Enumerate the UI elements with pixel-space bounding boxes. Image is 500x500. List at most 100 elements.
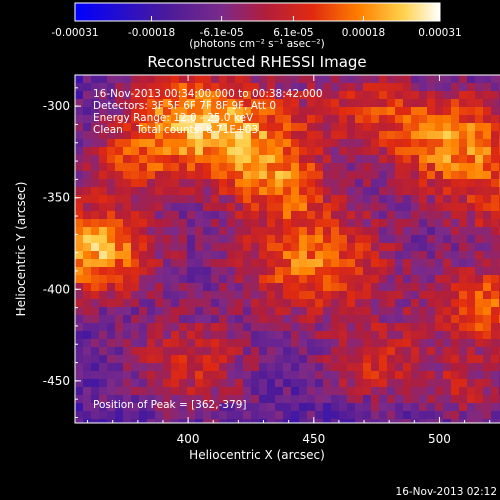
heatmap-cell xyxy=(371,91,379,99)
heatmap-cell xyxy=(347,163,355,171)
heatmap-cell xyxy=(443,123,451,131)
heatmap-cell xyxy=(435,107,443,115)
heatmap-cell xyxy=(139,275,147,283)
heatmap-cell xyxy=(139,379,147,387)
heatmap-cell xyxy=(291,123,299,131)
heatmap-cell xyxy=(139,355,147,363)
heatmap-cell xyxy=(323,403,331,411)
heatmap-cell xyxy=(427,339,435,347)
heatmap-cell xyxy=(187,83,195,91)
heatmap-cell xyxy=(243,115,251,123)
heatmap-cell xyxy=(363,219,371,227)
heatmap-cell xyxy=(203,419,211,423)
heatmap-cell xyxy=(363,331,371,339)
heatmap-cell xyxy=(363,211,371,219)
heatmap-cell xyxy=(131,299,139,307)
heatmap-cell xyxy=(411,275,419,283)
heatmap-cell xyxy=(187,107,195,115)
heatmap-cell xyxy=(371,379,379,387)
heatmap-cell xyxy=(275,131,283,139)
heatmap-cell xyxy=(203,267,211,275)
heatmap-cell xyxy=(315,387,323,395)
heatmap-cell xyxy=(275,315,283,323)
heatmap-cell xyxy=(411,123,419,131)
heatmap-cell xyxy=(99,251,107,259)
heatmap-cell xyxy=(451,331,459,339)
heatmap-cell xyxy=(131,251,139,259)
heatmap-cell xyxy=(387,219,395,227)
heatmap-cell xyxy=(91,211,99,219)
heatmap-cell xyxy=(123,83,131,91)
heatmap-cell xyxy=(451,227,459,235)
heatmap-cell xyxy=(339,371,347,379)
heatmap-cell xyxy=(283,131,291,139)
heatmap-cell xyxy=(403,115,411,123)
heatmap-cell xyxy=(139,251,147,259)
heatmap-cell xyxy=(283,115,291,123)
heatmap-cell xyxy=(235,163,243,171)
heatmap-cell xyxy=(75,291,83,299)
heatmap-cell xyxy=(155,299,163,307)
heatmap-cell xyxy=(315,403,323,411)
heatmap-cell xyxy=(435,219,443,227)
heatmap-cell xyxy=(299,419,307,423)
heatmap-cell xyxy=(355,259,363,267)
heatmap-cell xyxy=(155,339,163,347)
heatmap-cell xyxy=(291,83,299,91)
heatmap-cell xyxy=(331,403,339,411)
heatmap-cell xyxy=(315,163,323,171)
heatmap-cell xyxy=(451,291,459,299)
heatmap-cell xyxy=(195,115,203,123)
heatmap-cell xyxy=(307,307,315,315)
heatmap-cell xyxy=(371,363,379,371)
heatmap-cell xyxy=(315,235,323,243)
heatmap-cell xyxy=(107,403,115,411)
heatmap-cell xyxy=(187,419,195,423)
heatmap-cell xyxy=(307,267,315,275)
heatmap-cell xyxy=(355,387,363,395)
heatmap-cell xyxy=(395,411,403,419)
heatmap-cell xyxy=(347,307,355,315)
heatmap-cell xyxy=(211,371,219,379)
heatmap-cell xyxy=(187,259,195,267)
heatmap-cell xyxy=(491,243,499,251)
heatmap-cell xyxy=(75,195,83,203)
heatmap-cell xyxy=(411,331,419,339)
heatmap-cell xyxy=(203,187,211,195)
heatmap-cell xyxy=(291,299,299,307)
heatmap-cell xyxy=(419,123,427,131)
heatmap-cell xyxy=(459,379,467,387)
heatmap-cell xyxy=(187,99,195,107)
heatmap-cell xyxy=(323,227,331,235)
heatmap-cell xyxy=(443,251,451,259)
heatmap-cell xyxy=(339,355,347,363)
heatmap-cell xyxy=(475,147,483,155)
heatmap-cell xyxy=(115,155,123,163)
heatmap-cell xyxy=(179,163,187,171)
heatmap-cell xyxy=(155,99,163,107)
heatmap-cell xyxy=(171,99,179,107)
heatmap-cell xyxy=(107,203,115,211)
heatmap-cell xyxy=(83,227,91,235)
heatmap-cell xyxy=(371,115,379,123)
heatmap-cell xyxy=(147,403,155,411)
heatmap-cell xyxy=(283,411,291,419)
heatmap-cell xyxy=(243,259,251,267)
heatmap-cell xyxy=(339,83,347,91)
heatmap-cell xyxy=(115,139,123,147)
heatmap-cell xyxy=(387,267,395,275)
heatmap-cell xyxy=(115,147,123,155)
heatmap-cell xyxy=(91,347,99,355)
heatmap-cell xyxy=(155,171,163,179)
heatmap-cell xyxy=(163,419,171,423)
heatmap-cell xyxy=(83,131,91,139)
heatmap-cell xyxy=(459,155,467,163)
heatmap-cell xyxy=(451,99,459,107)
heatmap-cell xyxy=(235,123,243,131)
heatmap-cell xyxy=(339,403,347,411)
heatmap-cell xyxy=(147,115,155,123)
heatmap-cell xyxy=(331,259,339,267)
heatmap-cell xyxy=(483,243,491,251)
heatmap-cell xyxy=(163,307,171,315)
